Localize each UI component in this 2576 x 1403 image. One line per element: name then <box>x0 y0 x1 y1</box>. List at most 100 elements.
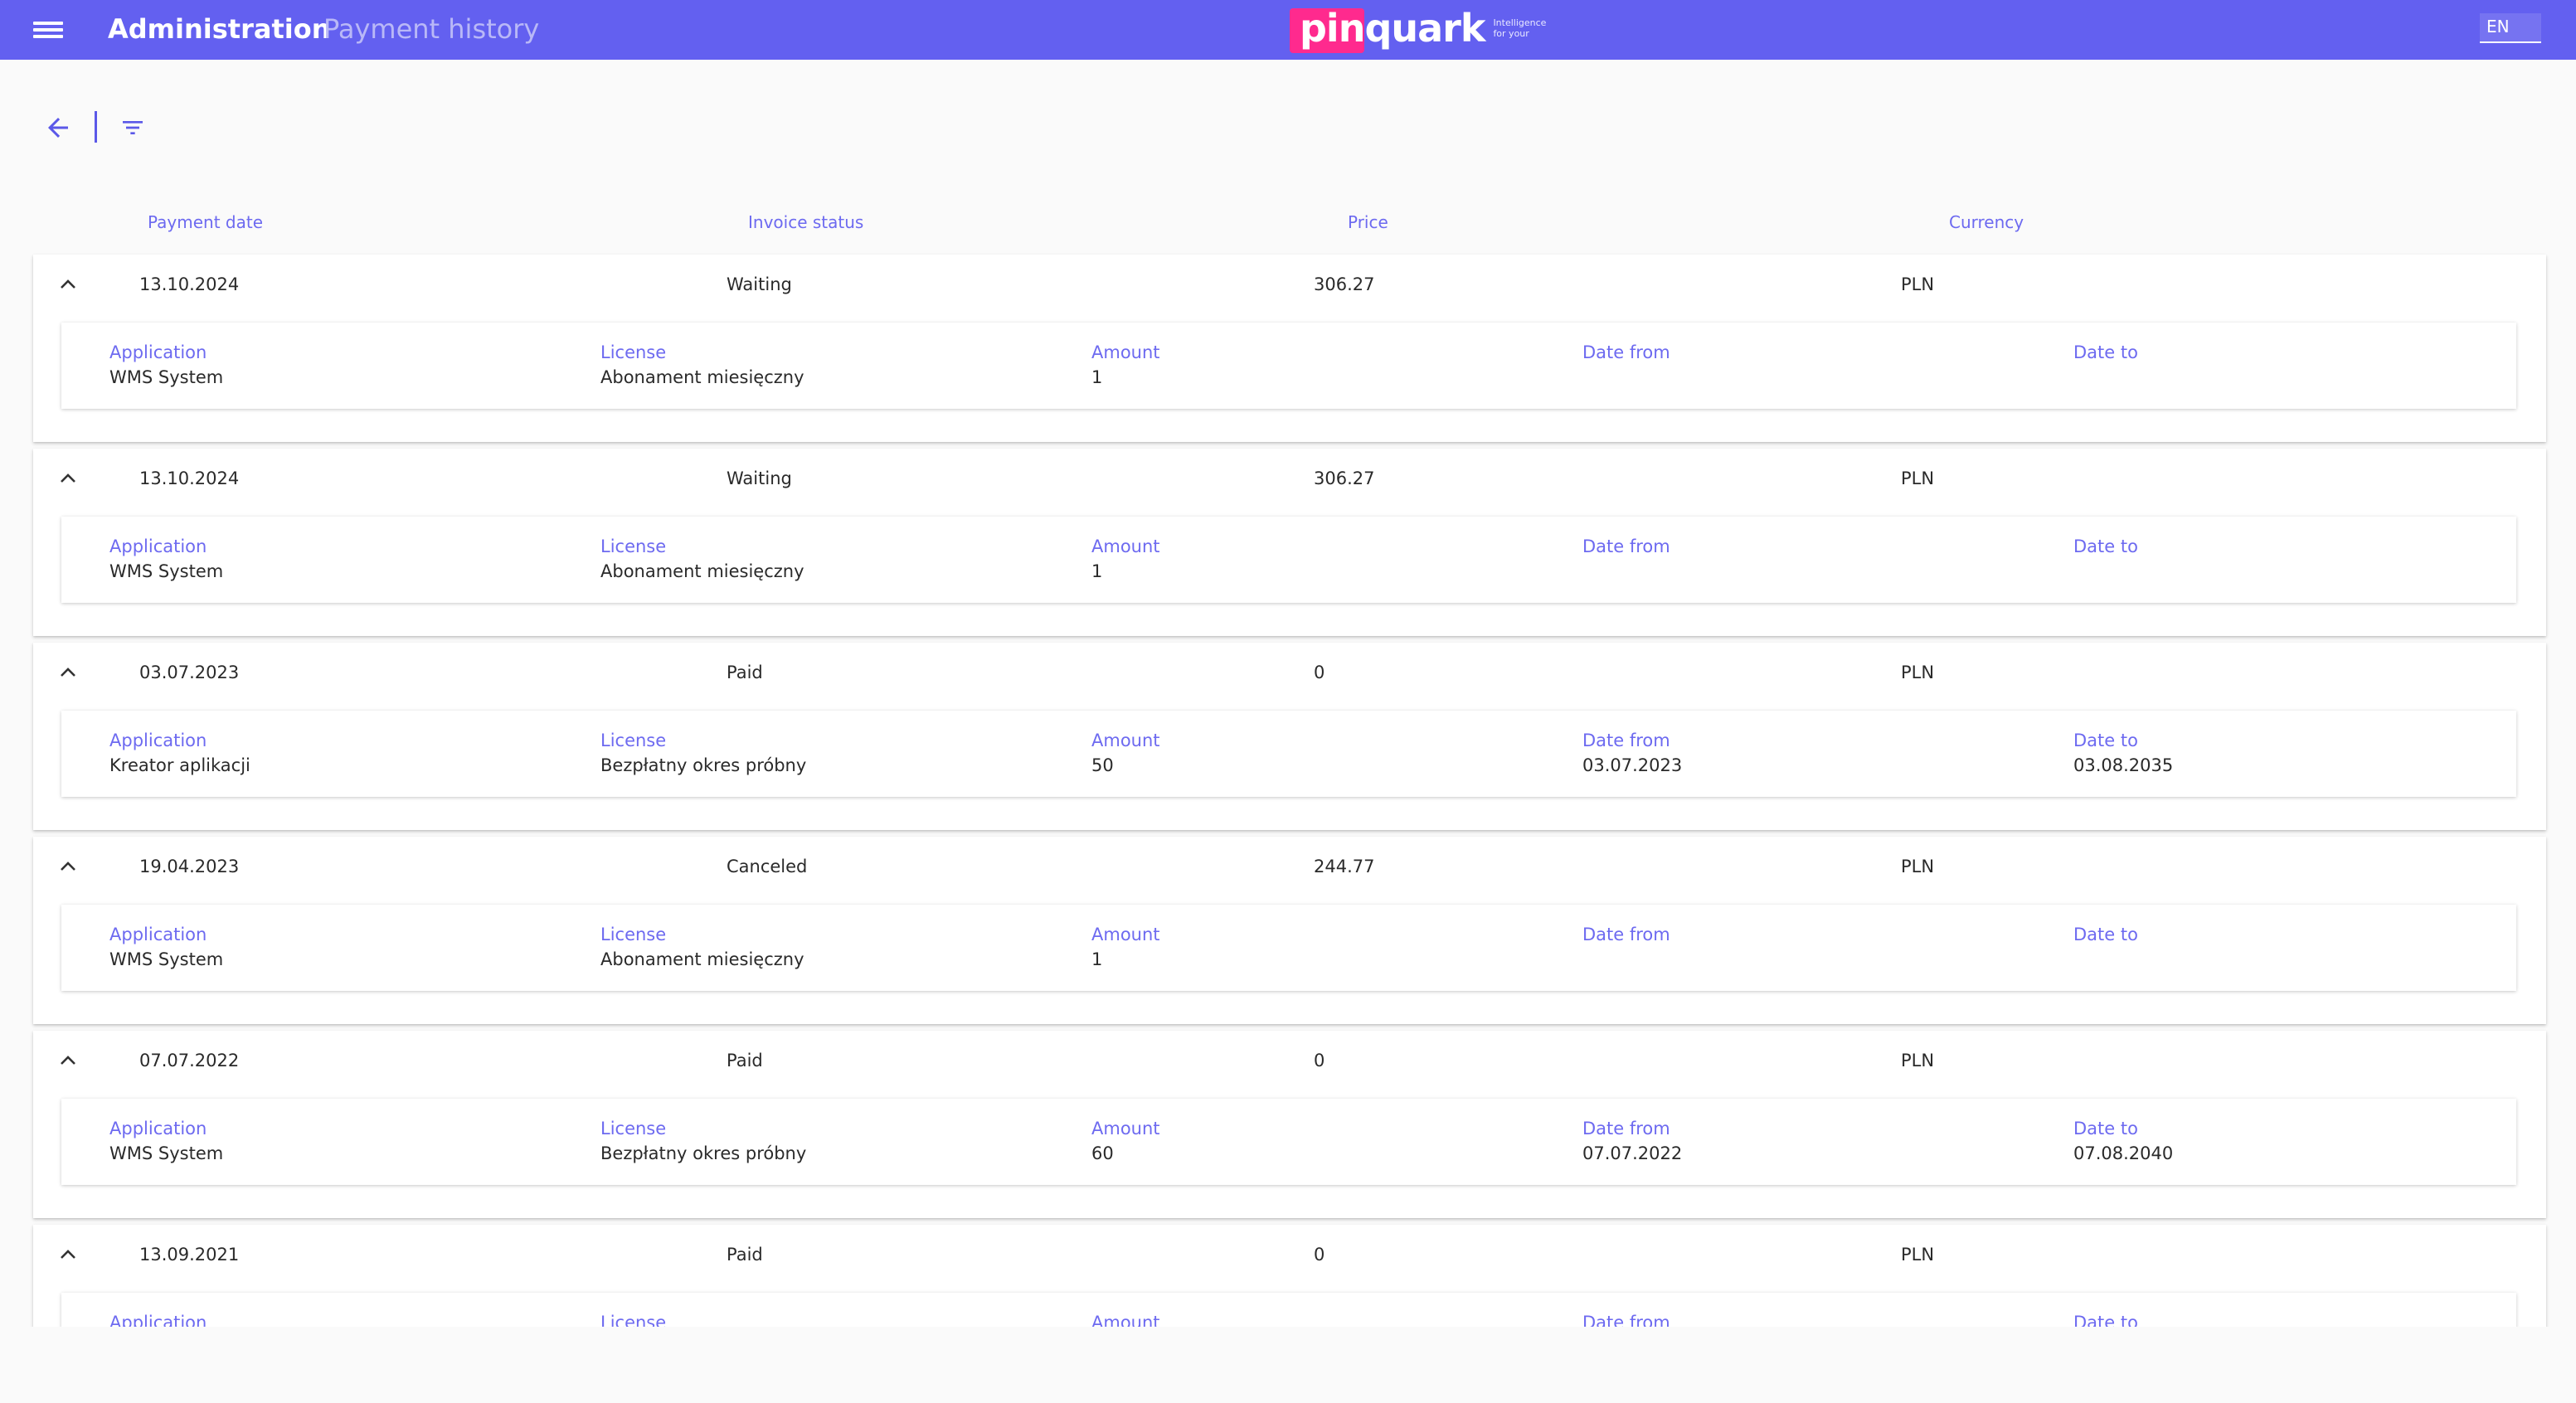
invoice-status: Waiting <box>727 274 792 294</box>
toolbar-divider <box>95 111 97 143</box>
label-date-to: Date to <box>2073 536 2138 556</box>
column-header-invoice-status[interactable]: Invoice status <box>748 212 864 232</box>
page-title: Administration <box>108 13 331 45</box>
chevron-up-icon[interactable] <box>58 666 78 679</box>
payment-date: 13.09.2021 <box>139 1245 240 1265</box>
label-date-from: Date from <box>1582 536 1670 556</box>
price: 306.27 <box>1314 274 1375 294</box>
invoice-status: Paid <box>727 663 763 682</box>
label-date-to: Date to <box>2073 731 2138 750</box>
price: 0 <box>1314 1051 1325 1070</box>
label-date-from: Date from <box>1582 1313 1670 1327</box>
chevron-up-icon[interactable] <box>58 1248 78 1261</box>
chevron-up-icon[interactable] <box>58 860 78 873</box>
price: 244.77 <box>1314 857 1375 876</box>
value-license: Abonament miesięczny <box>600 949 804 969</box>
label-date-to: Date to <box>2073 1313 2138 1327</box>
value-date-from: 03.07.2023 <box>1582 755 1683 775</box>
payment-row[interactable]: 19.04.2023 Canceled 244.77 PLN Applicati… <box>33 837 2546 1024</box>
language-select[interactable]: EN <box>2480 13 2541 43</box>
price: 0 <box>1314 663 1325 682</box>
currency: PLN <box>1901 663 1935 682</box>
menu-icon[interactable] <box>32 18 65 41</box>
label-application: Application <box>109 342 207 362</box>
label-license: License <box>600 1313 667 1327</box>
payment-row[interactable]: 13.09.2021 Paid 0 PLN Application Licens… <box>33 1225 2546 1327</box>
logo-tagline: Intelligence for your <box>1493 17 1547 39</box>
value-amount: 50 <box>1091 755 1114 775</box>
payment-row[interactable]: 13.10.2024 Waiting 306.27 PLN Applicatio… <box>33 255 2546 442</box>
chevron-up-icon[interactable] <box>58 278 78 291</box>
label-license: License <box>600 925 667 944</box>
label-date-from: Date from <box>1582 925 1670 944</box>
value-date-to: 03.08.2035 <box>2073 755 2174 775</box>
top-app-bar: Administration Payment history pinquark … <box>0 0 2576 60</box>
payment-date: 13.10.2024 <box>139 274 240 294</box>
label-amount: Amount <box>1091 731 1160 750</box>
payment-detail-panel: Application License Amount Date from Dat… <box>61 1099 2516 1185</box>
value-amount: 1 <box>1091 367 1103 387</box>
payment-row[interactable]: 07.07.2022 Paid 0 PLN Application Licens… <box>33 1031 2546 1218</box>
page-subtitle: Payment history <box>323 13 540 45</box>
price: 306.27 <box>1314 468 1375 488</box>
value-license: Bezpłatny okres próbny <box>600 755 807 775</box>
currency: PLN <box>1901 274 1935 294</box>
value-license: Abonament miesięczny <box>600 367 804 387</box>
invoice-status: Canceled <box>727 857 808 876</box>
payment-row[interactable]: 03.07.2023 Paid 0 PLN Application Licens… <box>33 643 2546 830</box>
payment-detail-panel: Application License Amount Date from Dat… <box>61 323 2516 409</box>
payment-date: 13.10.2024 <box>139 468 240 488</box>
value-application: Kreator aplikacji <box>109 755 250 775</box>
column-header-payment-date[interactable]: Payment date <box>148 212 264 232</box>
label-application: Application <box>109 1119 207 1138</box>
payment-row[interactable]: 13.10.2024 Waiting 306.27 PLN Applicatio… <box>33 449 2546 636</box>
payment-detail-panel: Application License Amount Date from Dat… <box>61 905 2516 991</box>
value-license: Bezpłatny okres próbny <box>600 1143 807 1163</box>
payment-date: 19.04.2023 <box>139 857 240 876</box>
invoice-status: Paid <box>727 1051 763 1070</box>
filter-icon[interactable] <box>118 114 148 141</box>
payment-date: 03.07.2023 <box>139 663 240 682</box>
logo-accent <box>1290 8 1364 53</box>
value-application: WMS System <box>109 949 224 969</box>
value-license: Abonament miesięczny <box>600 561 804 581</box>
label-date-to: Date to <box>2073 925 2138 944</box>
column-header-price[interactable]: Price <box>1348 212 1388 232</box>
price: 0 <box>1314 1245 1325 1265</box>
label-application: Application <box>109 536 207 556</box>
logo-text: pinquark <box>1300 6 1485 51</box>
currency: PLN <box>1901 1051 1935 1070</box>
label-application: Application <box>109 1313 207 1327</box>
currency: PLN <box>1901 1245 1935 1265</box>
arrow-left-icon[interactable] <box>43 113 73 143</box>
label-date-from: Date from <box>1582 731 1670 750</box>
value-application: WMS System <box>109 561 224 581</box>
label-date-to: Date to <box>2073 1119 2138 1138</box>
column-header-currency[interactable]: Currency <box>1949 212 2024 232</box>
label-date-to: Date to <box>2073 342 2138 362</box>
label-amount: Amount <box>1091 1313 1160 1327</box>
label-amount: Amount <box>1091 925 1160 944</box>
page-content: Administration Payment history pinquark … <box>0 0 2576 1327</box>
payment-detail-panel: Application License Amount Date from Dat… <box>61 517 2516 603</box>
chevron-up-icon[interactable] <box>58 1054 78 1067</box>
value-amount: 1 <box>1091 949 1103 969</box>
currency: PLN <box>1901 857 1935 876</box>
label-date-from: Date from <box>1582 1119 1670 1138</box>
chevron-up-icon[interactable] <box>58 472 78 485</box>
label-license: License <box>600 731 667 750</box>
payment-detail-panel: Application License Amount Date from Dat… <box>61 1293 2516 1327</box>
label-license: License <box>600 1119 667 1138</box>
label-amount: Amount <box>1091 536 1160 556</box>
label-license: License <box>600 342 667 362</box>
value-application: WMS System <box>109 367 224 387</box>
label-amount: Amount <box>1091 1119 1160 1138</box>
payment-date: 07.07.2022 <box>139 1051 240 1070</box>
value-amount: 1 <box>1091 561 1103 581</box>
label-application: Application <box>109 925 207 944</box>
label-amount: Amount <box>1091 342 1160 362</box>
pinquark-logo: pinquark Intelligence for your <box>1290 3 1551 53</box>
currency: PLN <box>1901 468 1935 488</box>
value-amount: 60 <box>1091 1143 1114 1163</box>
payment-detail-panel: Application License Amount Date from Dat… <box>61 711 2516 797</box>
